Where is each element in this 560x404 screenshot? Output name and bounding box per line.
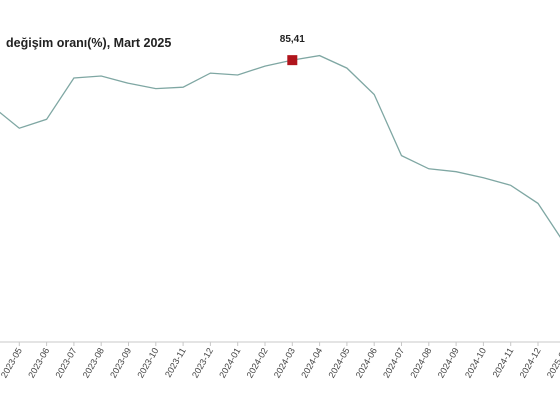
x-tick-label: 2023-09 (108, 346, 133, 380)
x-tick-label: 2024-05 (326, 346, 351, 380)
x-axis-ticks (18, 342, 539, 346)
series-line (0, 54, 560, 238)
chart-title: değişim oranı(%), Mart 2025 (6, 36, 172, 50)
x-tick-label: 2024-03 (272, 346, 297, 380)
x-tick-label: 2024-04 (299, 346, 324, 380)
x-tick-label: 2023-06 (26, 346, 51, 380)
highlight-marker (287, 55, 298, 66)
x-tick-label: 2025-01 (545, 346, 560, 380)
x-tick-label: 2024-10 (463, 346, 488, 380)
x-tick-label: 2023-10 (135, 346, 160, 380)
x-axis-tick-labels: 2023-05 2023-06 2023-07 2023-08 2023-09 2023-… (0, 346, 560, 380)
x-tick-label: 2024-07 (381, 346, 406, 380)
x-tick-label: 2024-06 (354, 346, 379, 380)
x-tick-label: 2024-08 (408, 346, 433, 380)
x-tick-label: 2023-05 (0, 346, 24, 380)
x-tick-label: 2024-02 (245, 346, 270, 380)
x-tick-label: 2024-09 (436, 346, 461, 380)
x-tick-label: 2024-12 (518, 346, 543, 380)
x-tick-label: 2024-01 (217, 346, 242, 380)
highlight-data-label: 85,41 (280, 34, 305, 45)
x-tick-label: 2023-12 (190, 346, 215, 380)
x-tick-label: 2023-07 (53, 346, 78, 380)
x-tick-label: 2024-11 (491, 346, 516, 379)
x-tick-label: 2023-08 (81, 346, 106, 380)
x-tick-label: 2023-11 (163, 346, 188, 379)
